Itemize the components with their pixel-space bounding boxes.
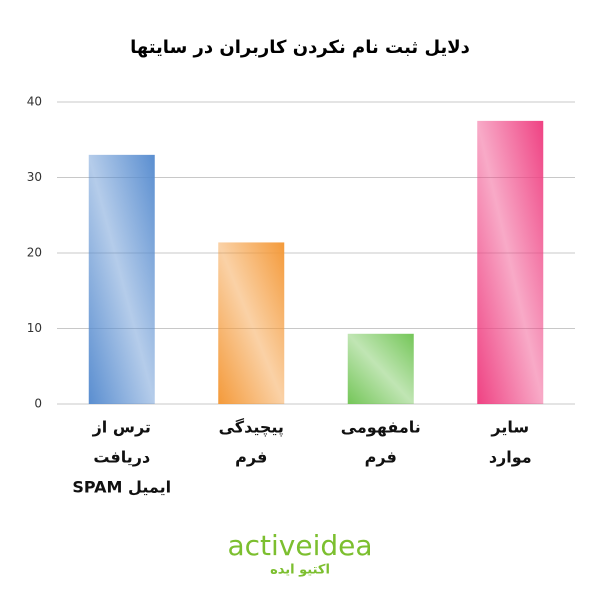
logo-subtext: اکتیو ایده <box>270 563 330 578</box>
bar <box>477 120 544 404</box>
x-tick-label: موارد <box>489 448 532 467</box>
y-tick-label: 30 <box>27 170 42 184</box>
y-tick-label: 20 <box>27 246 42 260</box>
x-tick-label: سایر <box>490 418 529 437</box>
x-tick-label: نامفهومی <box>341 418 421 437</box>
x-tick-label: فرم <box>235 448 267 467</box>
bar <box>218 242 285 404</box>
bar <box>88 154 155 404</box>
y-tick-label: 10 <box>27 321 42 335</box>
logo: activeidea <box>227 529 372 562</box>
y-tick-label: 0 <box>34 397 42 411</box>
bar <box>347 333 414 404</box>
x-tick-label: ایمیل SPAM <box>72 478 171 497</box>
chart-title: دلایل ثبت نام نکردن کاربران در سایتها <box>130 37 470 58</box>
x-tick-label: ترس از <box>92 418 151 437</box>
x-tick-label: دریافت <box>93 448 150 467</box>
x-tick-label: فرم <box>365 448 397 467</box>
y-tick-label: 40 <box>27 95 42 109</box>
x-tick-label: پیچیدگی <box>219 418 284 438</box>
